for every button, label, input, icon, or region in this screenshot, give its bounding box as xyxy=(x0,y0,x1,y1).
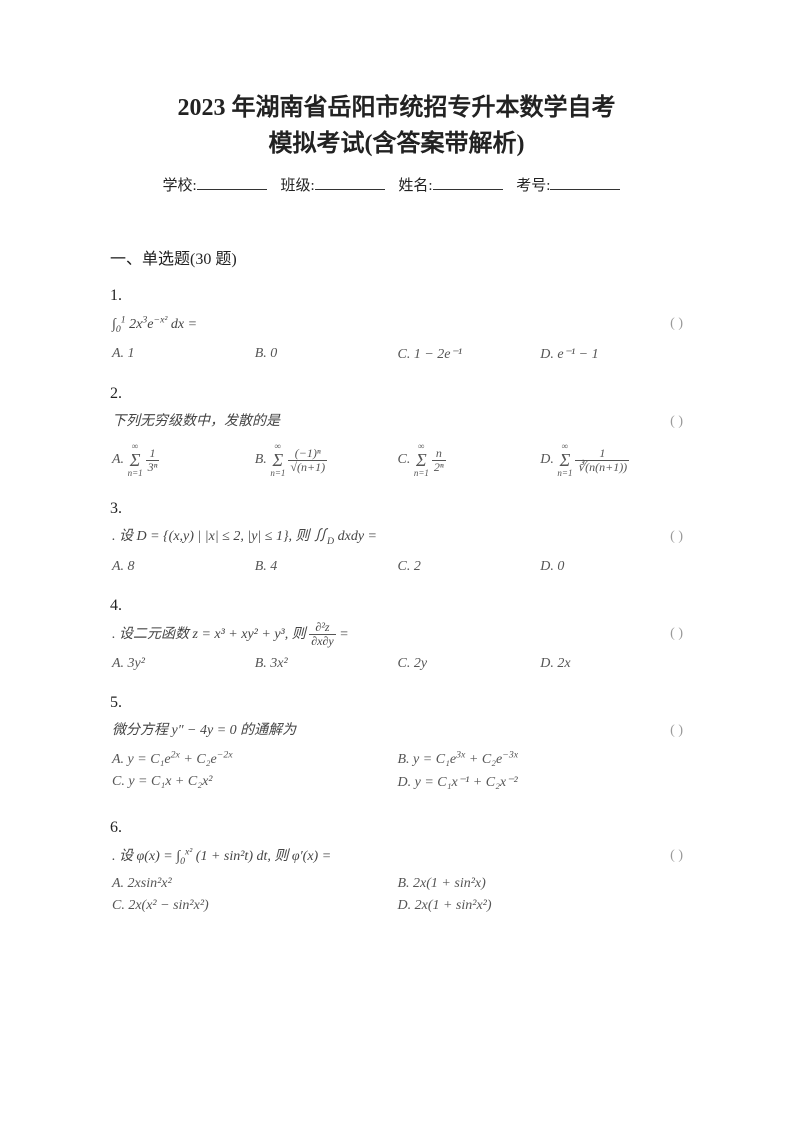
question-body: 微分方程 y″ − 4y = 0 的通解为( ) xyxy=(110,718,683,743)
option: D. 2x xyxy=(540,656,683,672)
option: B. 0 xyxy=(255,346,398,363)
options-row: A. 3y²B. 3x²C. 2yD. 2x xyxy=(110,656,683,672)
question-body: . 设 D = {(x,y) | |x| ≤ 2, |y| ≤ 1}, 则 ∬D… xyxy=(110,524,683,550)
question: 3. . 设 D = {(x,y) | |x| ≤ 2, |y| ≤ 1}, 则 … xyxy=(110,500,683,574)
exam-title: 2023 年湖南省岳阳市统招专升本数学自考 模拟考试(含答案带解析) xyxy=(110,90,683,162)
title-line-1: 2023 年湖南省岳阳市统招专升本数学自考 xyxy=(110,90,683,126)
option: C. 2 xyxy=(398,559,541,575)
blank-school xyxy=(197,189,267,190)
label-class: 班级: xyxy=(280,174,314,195)
option: B. 2x(1 + sin²x) xyxy=(398,876,684,892)
options-row: A. ∞Σn=113ⁿB. ∞Σn=1(−1)ⁿ√(n+1)C. ∞Σn=1n2… xyxy=(110,442,683,478)
blank-name xyxy=(433,189,503,190)
blank-class xyxy=(315,189,385,190)
options-row: A. 2xsin²x²B. 2x(1 + sin²x)C. 2x(x² − si… xyxy=(110,876,683,920)
question-number: 4. xyxy=(110,597,683,615)
section-heading: 一、单选题(30 题) xyxy=(110,245,683,269)
option: A. 1 xyxy=(112,346,255,363)
question-body: ∫01 2x3e−x² dx =( ) xyxy=(110,311,683,338)
answer-paren: ( ) xyxy=(670,718,683,743)
options-row: A. y = C₁e2x + C₂e−2xB. y = C₁e3x + C₂e−… xyxy=(110,749,683,797)
answer-paren: ( ) xyxy=(670,843,683,868)
question: 4. . 设二元函数 z = x³ + xy² + y³, 则 ∂²z∂x∂y =… xyxy=(110,597,683,672)
option: D. 2x(1 + sin²x²) xyxy=(398,898,684,914)
option: B. ∞Σn=1(−1)ⁿ√(n+1) xyxy=(255,442,398,478)
options-row: A. 8B. 4C. 2D. 0 xyxy=(110,559,683,575)
option: C. 2y xyxy=(398,656,541,672)
option: D. e⁻¹ − 1 xyxy=(540,346,683,363)
question: 5. 微分方程 y″ − 4y = 0 的通解为( ) A. y = C₁e2x +… xyxy=(110,694,683,797)
question-body: . 设 φ(x) = ∫0x² (1 + sin²t) dt, 则 φ′(x) … xyxy=(110,843,683,870)
answer-paren: ( ) xyxy=(670,524,683,549)
label-school: 学校: xyxy=(163,174,197,195)
question: 6. . 设 φ(x) = ∫0x² (1 + sin²t) dt, 则 φ′(x… xyxy=(110,819,683,920)
option: C. ∞Σn=1n2ⁿ xyxy=(398,442,541,478)
question-number: 5. xyxy=(110,694,683,712)
title-line-2: 模拟考试(含答案带解析) xyxy=(110,126,683,162)
question-body: 下列无穷级数中，发散的是( ) xyxy=(110,409,683,434)
answer-paren: ( ) xyxy=(670,621,683,646)
label-name: 姓名: xyxy=(398,174,432,195)
label-examno: 考号: xyxy=(516,174,550,195)
student-info-line: 学校: 班级: 姓名: 考号: xyxy=(110,174,683,195)
blank-examno xyxy=(550,189,620,190)
option: A. 8 xyxy=(112,559,255,575)
option: D. y = C₁x⁻¹ + C₂x⁻² xyxy=(398,774,684,791)
options-row: A. 1B. 0C. 1 − 2e⁻¹D. e⁻¹ − 1 xyxy=(110,346,683,363)
question-body: . 设二元函数 z = x³ + xy² + y³, 则 ∂²z∂x∂y =( … xyxy=(110,621,683,648)
answer-paren: ( ) xyxy=(670,311,683,336)
question-number: 6. xyxy=(110,819,683,837)
option: A. ∞Σn=113ⁿ xyxy=(112,442,255,478)
question-number: 2. xyxy=(110,385,683,403)
option: C. 2x(x² − sin²x²) xyxy=(112,898,398,914)
question: 1. ∫01 2x3e−x² dx =( ) A. 1B. 0C. 1 − 2e⁻¹… xyxy=(110,287,683,363)
option: D. 0 xyxy=(540,559,683,575)
option: B. 3x² xyxy=(255,656,398,672)
question: 2. 下列无穷级数中，发散的是( ) A. ∞Σn=113ⁿB. ∞Σn=1(−1)… xyxy=(110,385,683,478)
questions-container: 1. ∫01 2x3e−x² dx =( ) A. 1B. 0C. 1 − 2e⁻¹… xyxy=(110,287,683,920)
option: B. 4 xyxy=(255,559,398,575)
option: A. 3y² xyxy=(112,656,255,672)
answer-paren: ( ) xyxy=(670,409,683,434)
question-number: 3. xyxy=(110,500,683,518)
option: A. y = C₁e2x + C₂e−2x xyxy=(112,749,398,768)
option: D. ∞Σn=11∛(n(n+1)) xyxy=(540,442,683,478)
option: B. y = C₁e3x + C₂e−3x xyxy=(398,749,684,768)
option: A. 2xsin²x² xyxy=(112,876,398,892)
question-number: 1. xyxy=(110,287,683,305)
option: C. y = C₁x + C₂x² xyxy=(112,774,398,791)
option: C. 1 − 2e⁻¹ xyxy=(398,346,541,363)
